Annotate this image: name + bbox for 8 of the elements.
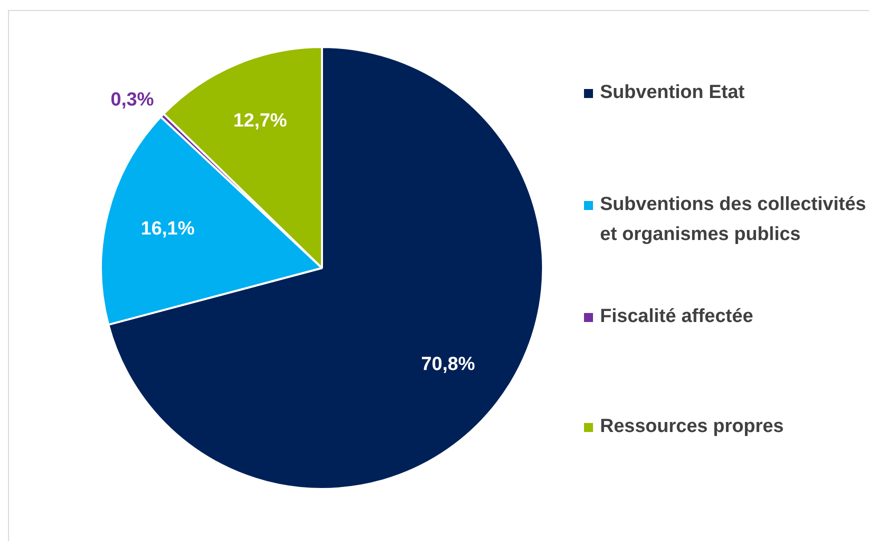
data-label: 70,8% <box>421 354 476 376</box>
data-label: 12,7% <box>233 110 288 132</box>
data-label: 0,3% <box>110 89 154 110</box>
legend-label: Subvention Etat <box>600 81 745 105</box>
legend-label: Ressources propres <box>600 415 784 439</box>
data-label: 16,1% <box>140 218 195 240</box>
legend-label: Fiscalité affectée <box>600 305 754 329</box>
legend-label: Subventions des collectivités et organismes publics <box>600 193 868 247</box>
